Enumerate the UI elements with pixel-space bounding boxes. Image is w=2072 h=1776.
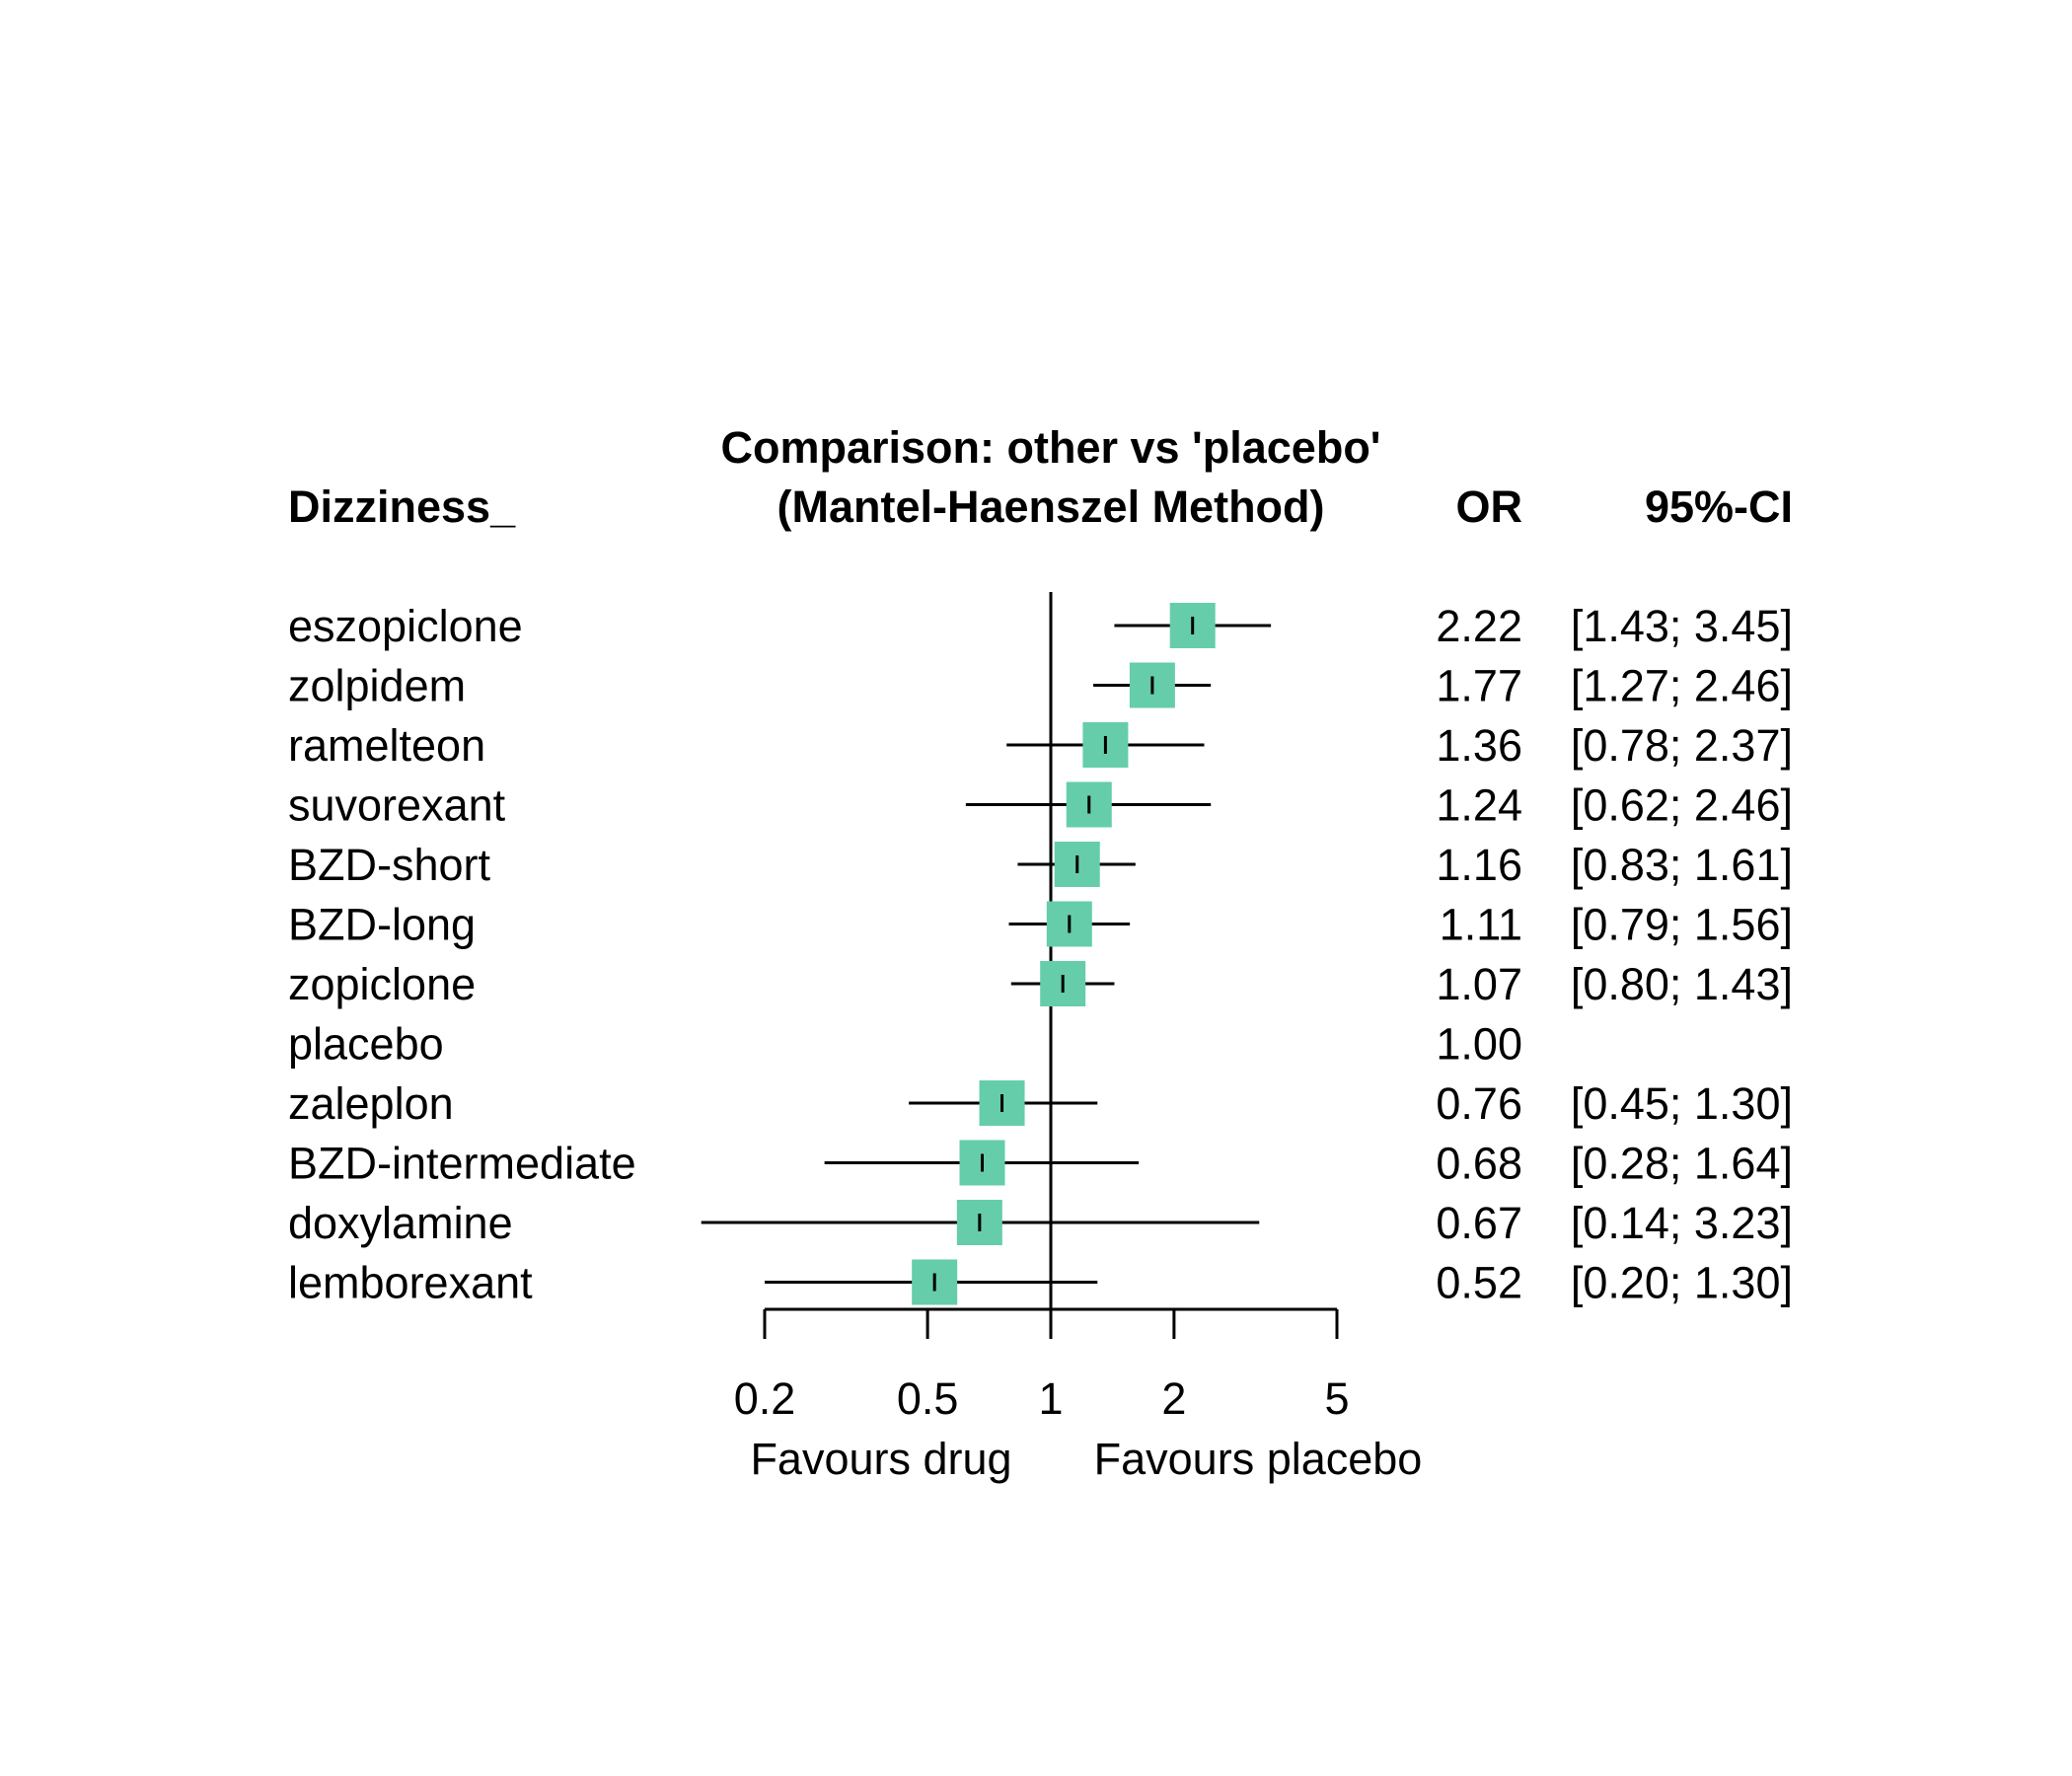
ci-value: [0.14; 3.23] [1571,1198,1793,1248]
ci-column-header: 95%-CI [1645,481,1793,532]
x-tick-label: 0.5 [897,1373,959,1424]
x-tick-label: 1 [1038,1373,1063,1424]
or-column-header: OR [1456,481,1523,532]
or-value: 0.52 [1436,1258,1522,1308]
row-label: lemborexant [288,1258,533,1308]
or-value: 0.67 [1436,1198,1522,1248]
or-value: 0.76 [1436,1078,1522,1129]
ci-value: [0.45; 1.30] [1571,1078,1793,1129]
ci-value: [0.79; 1.56] [1571,900,1793,950]
title-line-1: Comparison: other vs 'placebo' [720,422,1380,473]
row-label: eszopiclone [288,601,523,651]
row-label: BZD-short [288,840,491,890]
outcome-header: Dizziness_ [288,481,516,532]
ci-value: [0.83; 1.61] [1571,840,1793,890]
x-tick-label: 0.2 [734,1373,796,1424]
ci-value: [0.28; 1.64] [1571,1139,1793,1189]
row-label: doxylamine [288,1198,513,1248]
or-value: 0.68 [1436,1139,1522,1189]
or-value: 1.24 [1436,780,1522,831]
ci-value: [1.27; 2.46] [1571,661,1793,711]
or-value: 1.77 [1436,661,1522,711]
or-value: 1.00 [1436,1019,1522,1070]
or-value: 1.36 [1436,720,1522,771]
favours-drug-label: Favours drug [750,1434,1011,1484]
row-label: suvorexant [288,780,506,831]
row-label: zolpidem [288,661,466,711]
or-value: 1.16 [1436,840,1522,890]
or-value: 1.11 [1440,900,1522,950]
row-label: ramelteon [288,720,485,771]
ci-value: [0.78; 2.37] [1571,720,1793,771]
or-value: 1.07 [1436,959,1522,1009]
favours-placebo-label: Favours placebo [1094,1434,1423,1484]
row-label: zopiclone [288,959,476,1009]
ci-value: [0.62; 2.46] [1571,780,1793,831]
x-tick-label: 5 [1324,1373,1349,1424]
x-tick-label: 2 [1161,1373,1186,1424]
ci-value: [0.80; 1.43] [1571,959,1793,1009]
ci-value: [1.43; 3.45] [1571,601,1793,651]
or-value: 2.22 [1436,601,1522,651]
plot-area: eszopiclone 2.22 [1.43; 3.45] zolpidem 1.77 [… [288,592,1793,1424]
row-label: BZD-long [288,900,476,950]
title-line-2: (Mantel-Haenszel Method) [777,481,1324,532]
row-label: placebo [288,1019,444,1070]
ci-value: [0.20; 1.30] [1571,1258,1793,1308]
row-label: zaleplon [288,1078,454,1129]
row-label: BZD-intermediate [288,1139,636,1189]
